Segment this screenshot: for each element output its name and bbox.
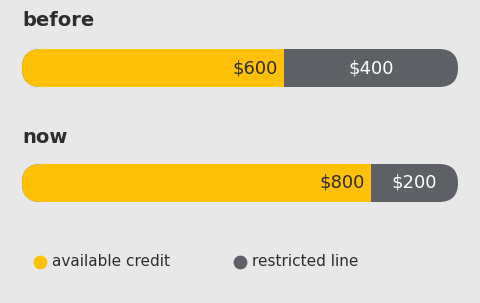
Text: restricted line: restricted line: [252, 255, 359, 269]
Text: before: before: [22, 11, 94, 30]
FancyBboxPatch shape: [22, 49, 284, 87]
Text: $800: $800: [319, 174, 365, 192]
Text: $400: $400: [348, 59, 394, 77]
FancyBboxPatch shape: [22, 49, 458, 87]
FancyBboxPatch shape: [22, 164, 371, 202]
Text: $600: $600: [232, 59, 277, 77]
Text: now: now: [22, 128, 67, 147]
Text: $200: $200: [392, 174, 437, 192]
FancyBboxPatch shape: [22, 164, 458, 202]
Text: available credit: available credit: [52, 255, 170, 269]
Point: [36, 260, 44, 265]
Point: [236, 260, 244, 265]
FancyBboxPatch shape: [263, 49, 284, 87]
FancyBboxPatch shape: [350, 164, 371, 202]
